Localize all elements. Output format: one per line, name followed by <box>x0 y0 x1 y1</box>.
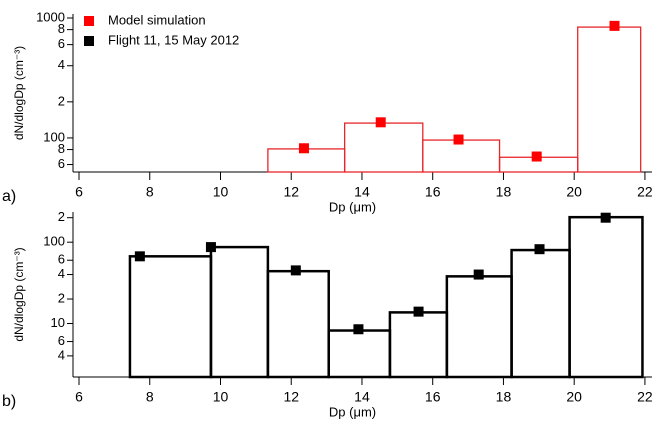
marker <box>534 244 545 255</box>
y-tick-label: 4 <box>58 347 65 362</box>
x-tick-label: 20 <box>566 389 582 405</box>
marker <box>205 242 216 253</box>
marker <box>531 151 542 162</box>
marker <box>413 306 424 317</box>
histogram-bar <box>510 248 571 379</box>
x-tick-label: 14 <box>354 184 370 200</box>
marker <box>298 143 309 154</box>
x-tick-label: 20 <box>566 184 582 200</box>
marker <box>609 20 620 31</box>
y-tick-label: 100 <box>43 234 65 249</box>
marker <box>473 269 484 280</box>
marker <box>453 134 464 145</box>
histogram-bar <box>209 245 270 379</box>
y-tick-label: 2 <box>58 209 65 224</box>
histogram-bar <box>388 311 449 379</box>
x-tick-label: 22 <box>637 184 653 200</box>
y-axis-label: dN/dlogDp (cm⁻³) <box>12 247 26 341</box>
panel-label: b) <box>2 393 16 410</box>
x-tick-label: 12 <box>283 184 299 200</box>
y-axis-label: dN/dlogDp (cm⁻³) <box>12 46 26 140</box>
legend-swatch <box>84 16 94 26</box>
x-tick-label: 6 <box>75 389 83 405</box>
histogram-bar <box>568 215 644 379</box>
histogram-bar <box>327 329 392 379</box>
x-tick-label: 10 <box>213 389 229 405</box>
x-tick-label: 22 <box>637 389 653 405</box>
histogram-bar <box>445 275 513 379</box>
y-tick-label: 8 <box>58 21 65 36</box>
y-tick-label: 2 <box>58 93 65 108</box>
histogram-bar <box>343 122 424 173</box>
x-tick-label: 10 <box>213 184 229 200</box>
y-tick-label: 100 <box>43 129 65 144</box>
y-tick-label: 4 <box>58 266 65 281</box>
x-tick-label: 18 <box>496 389 512 405</box>
y-tick-label: 2 <box>58 290 65 305</box>
y-tick-label: 4 <box>58 57 65 72</box>
y-tick-label: 6 <box>58 252 65 267</box>
panel-label: a) <box>2 188 16 205</box>
marker <box>353 324 364 335</box>
histogram-bar <box>128 255 213 379</box>
x-tick-label: 6 <box>75 184 83 200</box>
histogram-bar <box>266 269 330 379</box>
x-tick-label: 8 <box>146 184 154 200</box>
y-tick-label: 6 <box>58 333 65 348</box>
x-axis-label: Dp (μm) <box>329 199 376 214</box>
x-axis-label: Dp (μm) <box>329 404 376 419</box>
legend-label: Model simulation <box>108 12 206 27</box>
y-tick-label: 6 <box>58 156 65 171</box>
y-tick-label: 1000 <box>36 9 65 24</box>
y-tick-label: 6 <box>58 36 65 51</box>
histogram-bar <box>422 139 501 173</box>
x-tick-label: 16 <box>425 389 441 405</box>
x-tick-label: 8 <box>146 389 154 405</box>
marker <box>134 251 145 262</box>
x-tick-label: 16 <box>425 184 441 200</box>
histogram-bar <box>577 26 642 173</box>
x-tick-label: 18 <box>496 184 512 200</box>
x-tick-label: 14 <box>354 389 370 405</box>
marker <box>600 212 611 223</box>
marker <box>290 265 301 276</box>
legend-swatch <box>84 36 94 46</box>
y-tick-label: 10 <box>51 315 65 330</box>
y-tick-label: 8 <box>58 141 65 156</box>
x-tick-label: 12 <box>283 389 299 405</box>
legend-label: Flight 11, 15 May 2012 <box>108 32 239 47</box>
marker <box>375 117 386 128</box>
